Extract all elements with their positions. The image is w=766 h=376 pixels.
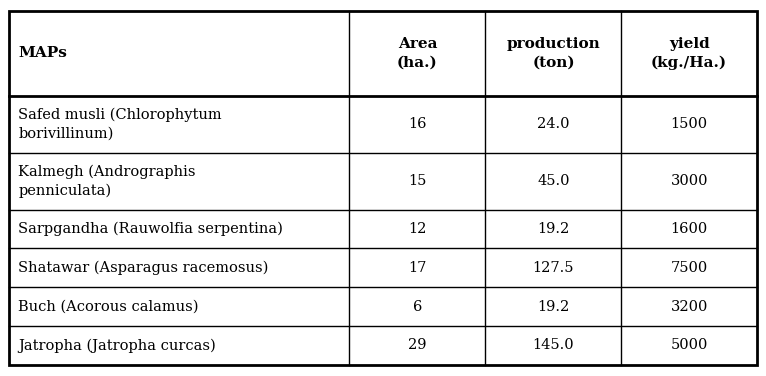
- Text: Shatawar (Asparagus racemosus): Shatawar (Asparagus racemosus): [18, 261, 269, 275]
- Text: production
(ton): production (ton): [506, 37, 601, 70]
- Text: Sarpgandha (Rauwolfia serpentina): Sarpgandha (Rauwolfia serpentina): [18, 222, 283, 236]
- Text: MAPs: MAPs: [18, 47, 67, 61]
- Text: 127.5: 127.5: [532, 261, 574, 275]
- Text: Safed musli (Chlorophytum
borivillinum): Safed musli (Chlorophytum borivillinum): [18, 108, 222, 141]
- Text: 6: 6: [413, 300, 422, 314]
- Text: 1500: 1500: [670, 117, 708, 131]
- Text: 29: 29: [408, 338, 427, 352]
- Text: Jatropha (Jatropha curcas): Jatropha (Jatropha curcas): [18, 338, 216, 353]
- Text: 15: 15: [408, 174, 427, 188]
- Text: yield
(kg./Ha.): yield (kg./Ha.): [651, 37, 727, 70]
- Text: 145.0: 145.0: [532, 338, 574, 352]
- Text: 1600: 1600: [670, 222, 708, 236]
- Text: 45.0: 45.0: [537, 174, 570, 188]
- Text: 3200: 3200: [670, 300, 708, 314]
- Text: Buch (Acorous calamus): Buch (Acorous calamus): [18, 300, 199, 314]
- Text: 24.0: 24.0: [537, 117, 570, 131]
- Text: 5000: 5000: [670, 338, 708, 352]
- Text: 17: 17: [408, 261, 427, 275]
- Text: 12: 12: [408, 222, 427, 236]
- Text: 19.2: 19.2: [537, 222, 570, 236]
- Text: 16: 16: [408, 117, 427, 131]
- Text: Area
(ha.): Area (ha.): [397, 37, 437, 70]
- Text: 7500: 7500: [670, 261, 708, 275]
- Text: 3000: 3000: [670, 174, 708, 188]
- Text: 19.2: 19.2: [537, 300, 570, 314]
- Text: Kalmegh (Andrographis
penniculata): Kalmegh (Andrographis penniculata): [18, 164, 196, 198]
